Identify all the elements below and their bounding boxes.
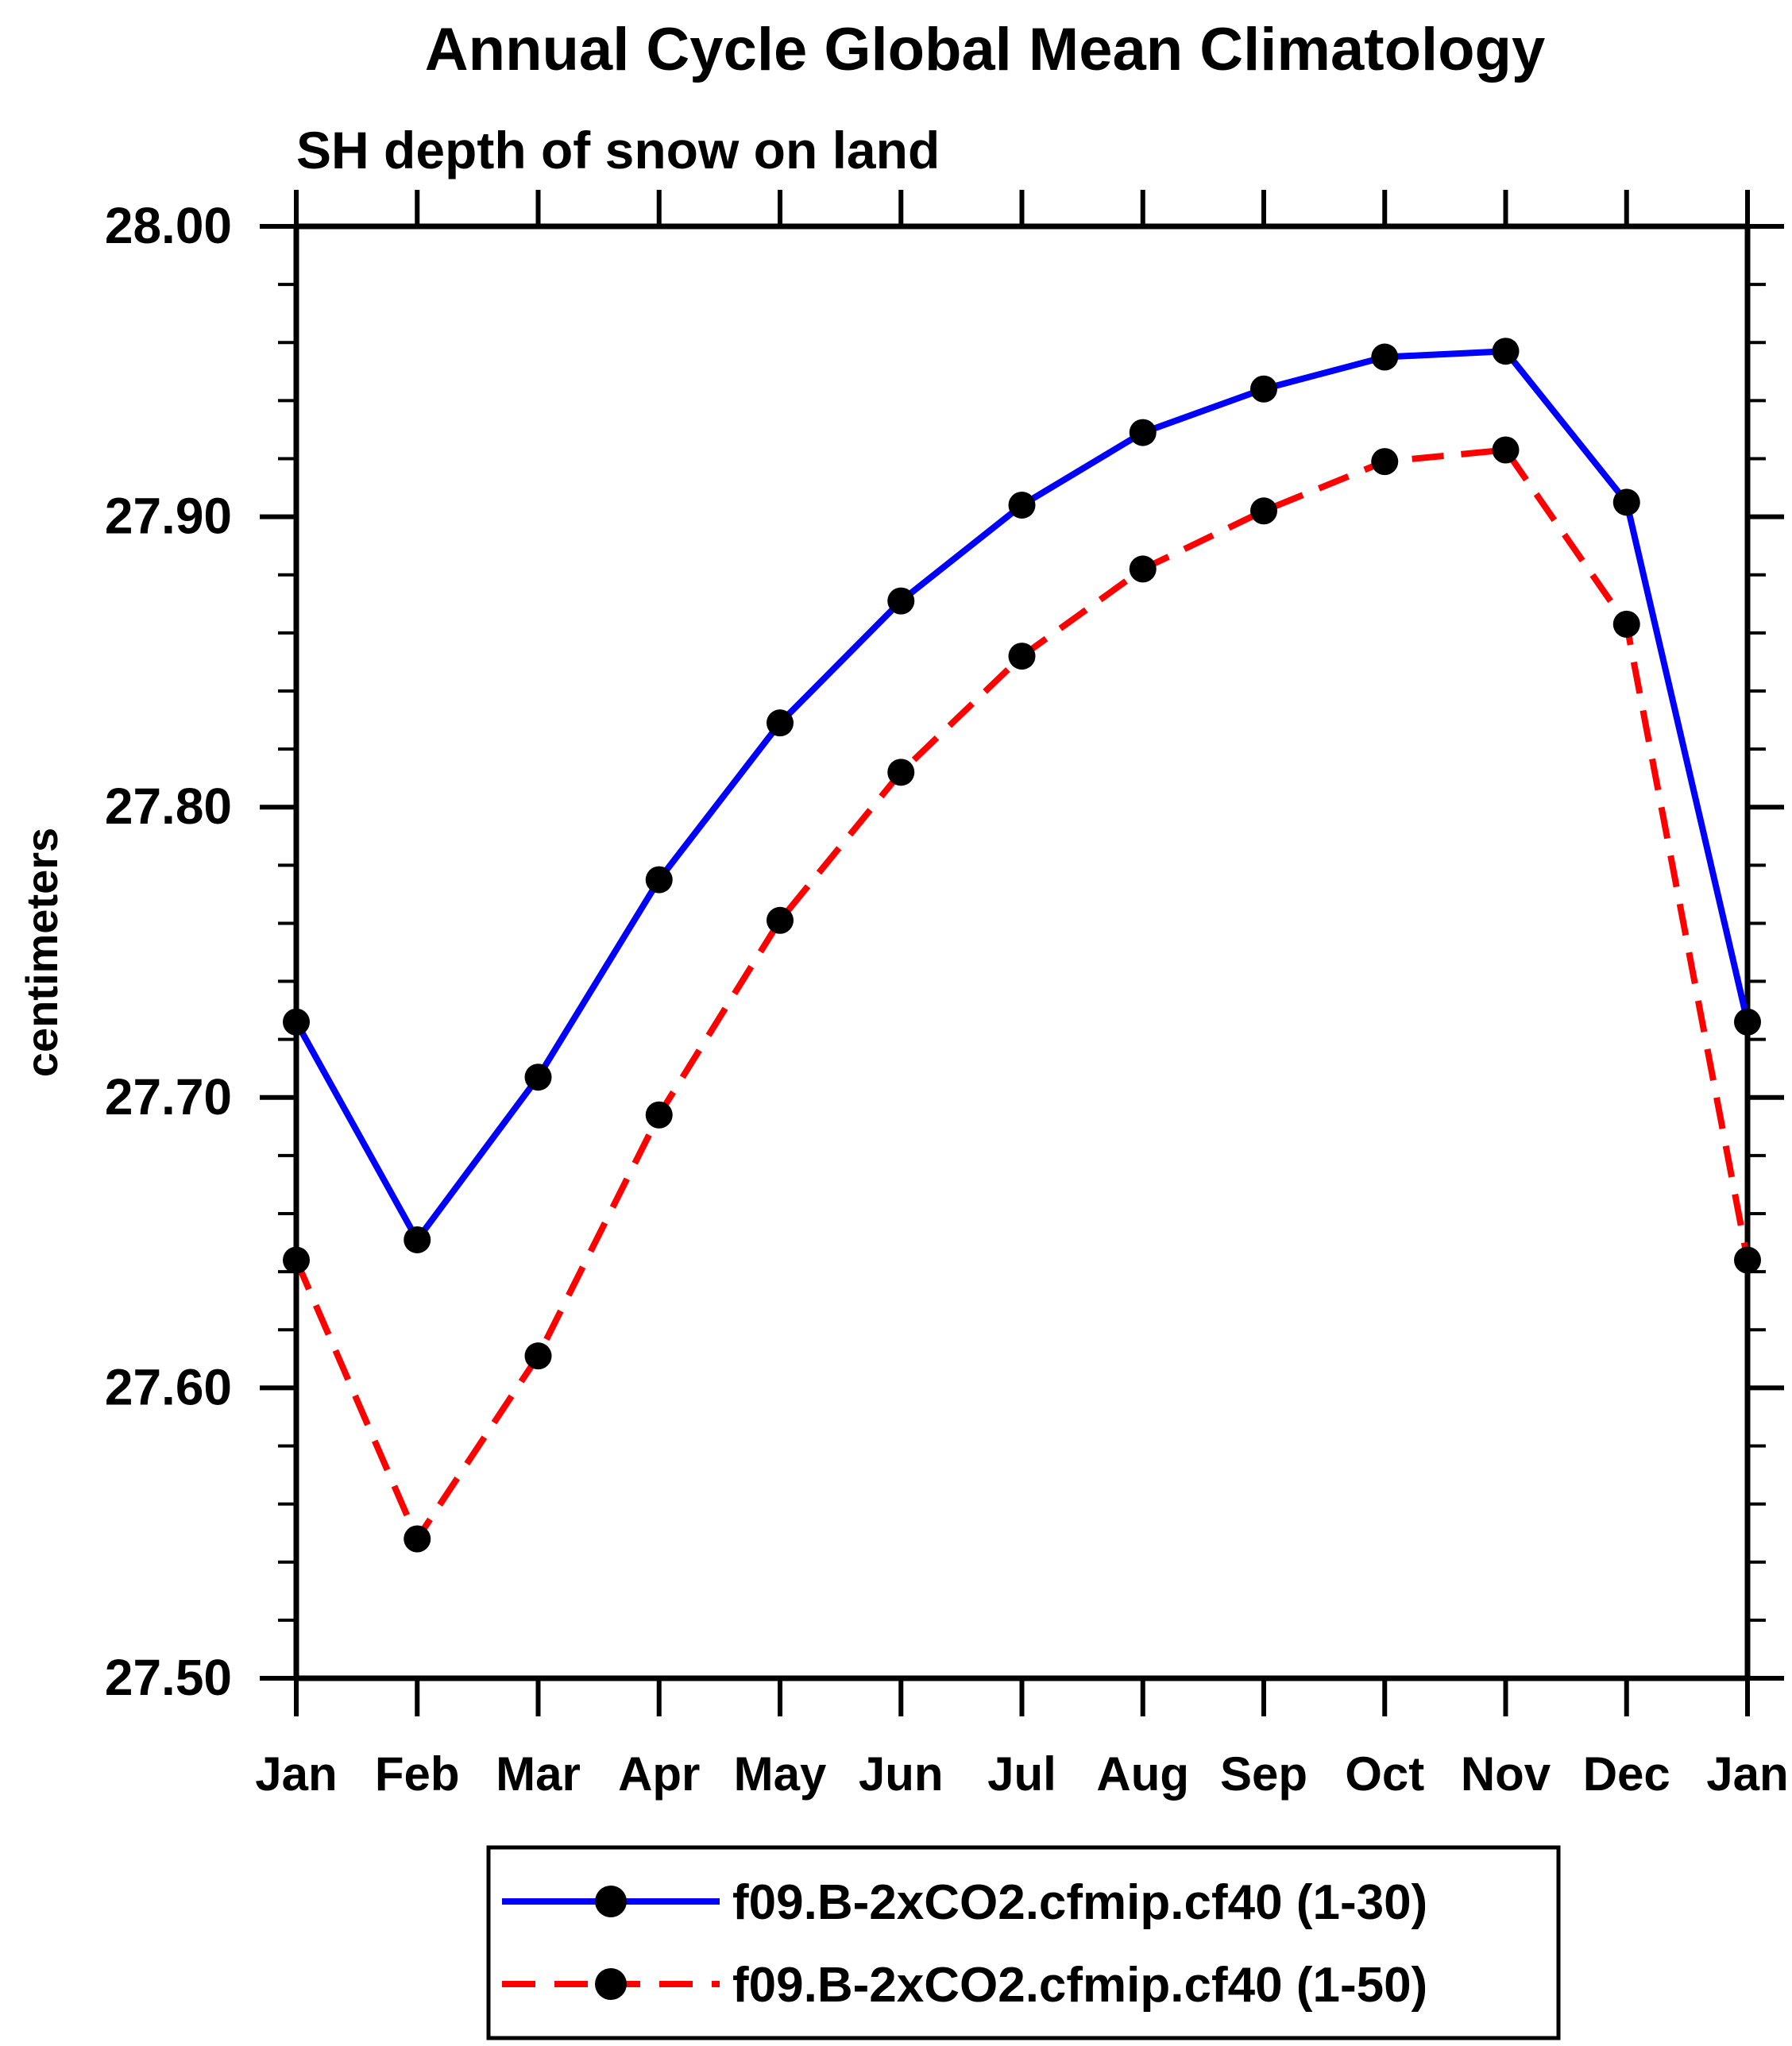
chart-subtitle: SH depth of snow on land xyxy=(296,121,940,180)
data-point-series-1 xyxy=(1371,343,1399,371)
data-point-series-1 xyxy=(1250,375,1277,403)
y-tick-label: 27.50 xyxy=(105,1649,232,1706)
data-point-series-1 xyxy=(524,1064,552,1091)
legend: f09.B-2xCO2.cfmip.cf40 (1-30) f09.B-2xCO… xyxy=(486,1845,1561,2040)
data-point-series-1 xyxy=(404,1226,431,1253)
data-point-series-2 xyxy=(404,1525,431,1553)
data-point-series-2 xyxy=(1734,1246,1761,1274)
data-point-series-2 xyxy=(1371,448,1399,476)
x-tick-label: Jun xyxy=(859,1747,944,1801)
legend-marker-icon xyxy=(595,1886,627,1917)
y-tick-label: 27.90 xyxy=(105,488,232,545)
data-point-series-2 xyxy=(645,1101,673,1129)
data-point-series-1 xyxy=(1129,419,1157,446)
data-point-series-2 xyxy=(767,906,794,934)
data-point-series-1 xyxy=(1492,338,1520,365)
data-point-series-2 xyxy=(524,1342,552,1370)
data-point-series-2 xyxy=(283,1246,310,1274)
x-tick-label: Jan xyxy=(255,1747,337,1801)
x-tick-label: Oct xyxy=(1345,1747,1424,1801)
y-tick-label: 28.00 xyxy=(105,197,232,254)
x-tick-label: Sep xyxy=(1220,1747,1307,1801)
data-point-series-1 xyxy=(645,866,673,894)
data-point-series-1 xyxy=(1612,488,1640,516)
x-tick-label: Apr xyxy=(618,1747,700,1801)
y-tick-label: 27.60 xyxy=(105,1358,232,1415)
legend-marker-icon xyxy=(595,1968,627,2000)
y-tick-label: 27.70 xyxy=(105,1068,232,1125)
data-point-series-1 xyxy=(283,1008,310,1036)
x-tick-label: Jul xyxy=(987,1747,1056,1801)
x-tick-label: Feb xyxy=(375,1747,460,1801)
data-point-series-2 xyxy=(887,759,915,786)
y-tick-label: 27.80 xyxy=(105,778,232,835)
data-point-series-1 xyxy=(1734,1008,1761,1036)
x-tick-label: Dec xyxy=(1583,1747,1670,1801)
plot-area: 28.00 27.90 27.80 27.70 27.60 27.50 Jan Feb Mar A… xyxy=(105,190,1789,1801)
legend-entry-2-label: f09.B-2xCO2.cfmip.cf40 (1-50) xyxy=(732,1958,1427,2013)
x-tick-label: May xyxy=(734,1747,827,1801)
legend-box xyxy=(486,1845,1561,2040)
y-axis-label: centimeters xyxy=(17,828,67,1077)
data-point-series-2 xyxy=(1250,497,1277,525)
legend-entry-1-label: f09.B-2xCO2.cfmip.cf40 (1-30) xyxy=(732,1875,1427,1930)
chart-title: Annual Cycle Global Mean Climatology xyxy=(425,16,1545,83)
x-tick-label: Mar xyxy=(496,1747,581,1801)
series-line-2 xyxy=(293,446,1751,1542)
data-point-series-2 xyxy=(1612,610,1640,638)
data-point-series-2 xyxy=(1129,555,1157,583)
x-tick-label: Jan xyxy=(1706,1747,1788,1801)
x-tick-label: Aug xyxy=(1096,1747,1189,1801)
data-point-series-1 xyxy=(887,587,915,615)
x-tick-label: Nov xyxy=(1461,1747,1551,1801)
data-point-series-1 xyxy=(1008,491,1036,519)
series-line-1 xyxy=(293,348,1751,1243)
data-point-series-1 xyxy=(767,709,794,737)
data-point-series-2 xyxy=(1492,436,1520,464)
data-point-series-2 xyxy=(1008,643,1036,670)
